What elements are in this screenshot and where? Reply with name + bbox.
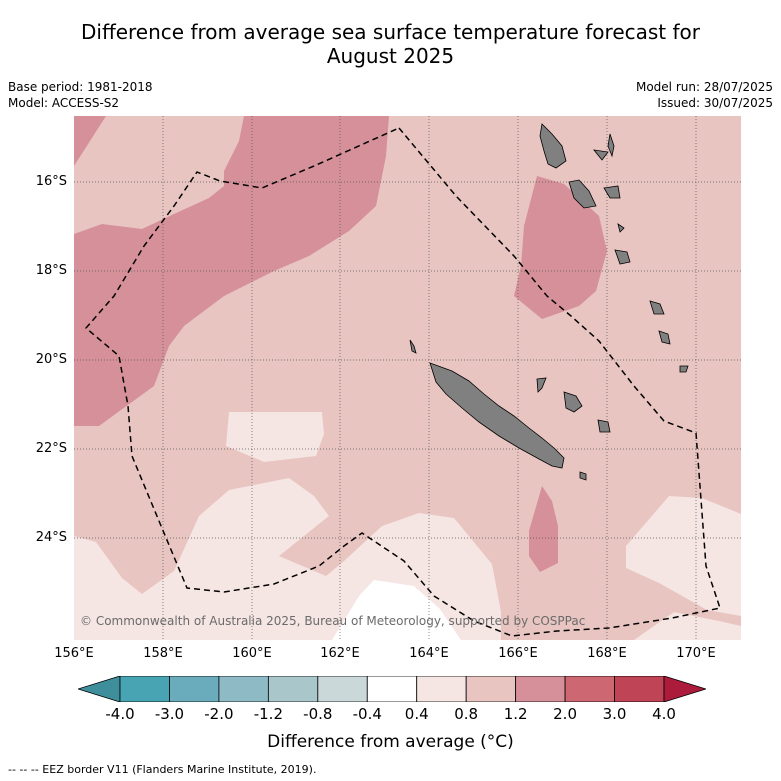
vanuatu-efate: [614, 249, 631, 265]
lat-label-18s: 18°S: [35, 263, 67, 278]
colorbar-box: [218, 676, 269, 702]
colorbar-tick-label: -0.4: [352, 705, 382, 723]
lon-label-158e: 158°E: [143, 646, 183, 661]
lon-label-162e: 162°E: [320, 646, 360, 661]
colorbar-box: [614, 676, 665, 702]
island-isle-of-pines: [579, 471, 587, 481]
mild-region-center: [226, 412, 324, 462]
colorbar-tick-label: 3.0: [602, 705, 627, 723]
mild-region-southeast-bottom: [634, 612, 741, 640]
colorbar-extend-low: [78, 676, 121, 702]
colorbar-title: Difference from average (°C): [267, 732, 514, 752]
neutral-region-south: [332, 580, 461, 640]
warm-region-west: [74, 116, 389, 426]
colorbar-box: [465, 676, 517, 702]
base-period-label: Base period: 1981-2018: [8, 80, 153, 94]
lon-label-166e: 166°E: [498, 646, 538, 661]
lon-label-156e: 156°E: [54, 646, 94, 661]
lat-label-20s: 20°S: [35, 352, 67, 367]
lon-label-164e: 164°E: [409, 646, 449, 661]
vanuatu-epi: [617, 223, 625, 233]
colorbar-box: [267, 676, 319, 702]
colorbar-box: [564, 676, 615, 702]
vanuatu-pentecost: [607, 133, 615, 158]
colorbar-tick-label: 2.0: [553, 705, 577, 723]
colorbar-box: [169, 676, 220, 702]
colorbar-tick-label: 0.8: [454, 705, 479, 723]
vanuatu-aneityum: [679, 365, 689, 373]
vanuatu-erromango: [649, 300, 665, 315]
chart-title-line-1: Difference from average sea surface temp…: [80, 20, 700, 44]
eez-border: [84, 127, 721, 637]
copyright-credit: © Commonwealth of Australia 2025, Bureau…: [80, 614, 586, 628]
colorbar-box: [416, 676, 467, 702]
colorbar-tick-label: -0.8: [303, 705, 333, 723]
vanuatu-maewo: [593, 149, 609, 161]
lon-label-168e: 168°E: [587, 646, 627, 661]
gridlines: [74, 116, 741, 640]
colorbar-box: [366, 676, 418, 702]
lat-label-22s: 22°S: [35, 441, 67, 456]
eez-footnote: -- -- -- EEZ border V11 (Flanders Marine…: [8, 763, 317, 776]
vanuatu-ambrym: [603, 185, 621, 199]
vanuatu-malekula: [568, 179, 597, 209]
sst-anomaly-map: [74, 116, 741, 640]
issued-label: Issued: 30/07/2025: [657, 96, 773, 110]
island-loyalty-ouvea: [536, 377, 547, 393]
warm-region-south: [529, 486, 558, 572]
warm-region-northwest: [74, 116, 106, 166]
lon-label-170e: 170°E: [676, 646, 716, 661]
colorbar-box: [515, 676, 566, 702]
island-loyalty-mare: [597, 419, 611, 433]
colorbar-box: [119, 676, 170, 702]
lon-label-160e: 160°E: [232, 646, 272, 661]
colorbar-tick-label: 1.2: [503, 705, 528, 723]
colorbar-tick-label: -2.0: [204, 705, 234, 723]
chart-title-line-2: August 2025: [326, 44, 455, 68]
model-run-label: Model run: 28/07/2025: [635, 80, 773, 94]
model-label: Model: ACCESS-S2: [8, 96, 120, 110]
warm-region-east: [514, 176, 607, 319]
colorbar-tick-label: -3.0: [154, 705, 185, 723]
colorbar-tick-label: 0.4: [404, 705, 429, 723]
colorbar-tick-label: -4.0: [105, 705, 135, 723]
land-masses: [409, 123, 689, 481]
island-belep: [409, 339, 417, 354]
vanuatu-espiritu-santo: [539, 123, 567, 169]
colorbar-tick-label: -1.2: [253, 705, 283, 723]
colorbar: [78, 676, 706, 702]
lat-label-24s: 24°S: [35, 530, 67, 545]
colorbar-extend-high: [663, 676, 706, 702]
lat-label-16s: 16°S: [35, 174, 67, 189]
colorbar-tick-label: 4.0: [652, 705, 676, 723]
new-caledonia-mainland: [429, 362, 565, 469]
colorbar-box: [317, 676, 368, 702]
vanuatu-tanna: [658, 330, 671, 345]
island-loyalty-lifou: [563, 391, 583, 413]
